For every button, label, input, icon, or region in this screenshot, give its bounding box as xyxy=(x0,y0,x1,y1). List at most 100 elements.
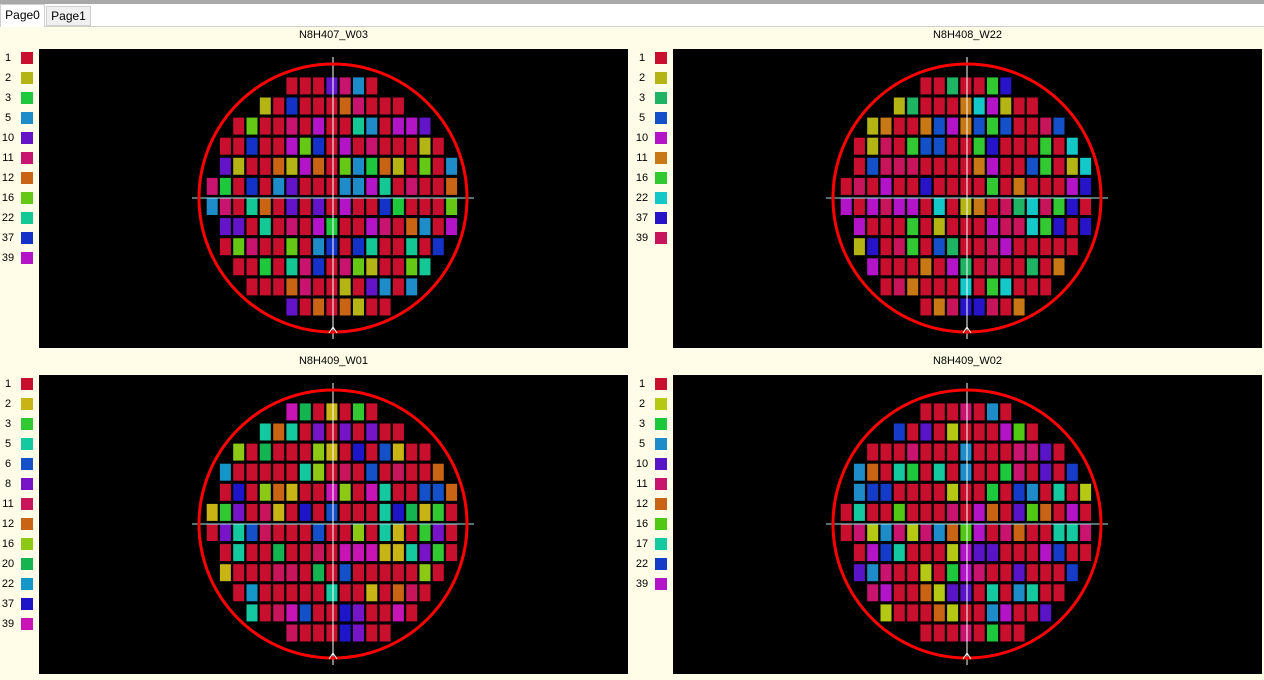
die-cell[interactable] xyxy=(259,218,271,236)
die-cell[interactable] xyxy=(366,137,378,155)
die-cell[interactable] xyxy=(1053,137,1065,155)
die-cell[interactable] xyxy=(1066,238,1078,256)
die-cell[interactable] xyxy=(947,198,959,215)
die-cell[interactable] xyxy=(867,524,879,541)
die-cell[interactable] xyxy=(947,544,959,562)
die-cell[interactable] xyxy=(933,483,945,501)
die-cell[interactable] xyxy=(313,218,325,236)
die-cell[interactable] xyxy=(379,258,391,276)
die-cell[interactable] xyxy=(313,564,325,582)
die-cell[interactable] xyxy=(339,117,351,135)
die-cell[interactable] xyxy=(893,604,905,622)
die-cell[interactable] xyxy=(392,463,404,481)
die-cell[interactable] xyxy=(353,463,364,481)
die-cell[interactable] xyxy=(326,157,338,175)
die-cell[interactable] xyxy=(392,117,404,135)
die-cell[interactable] xyxy=(933,137,945,155)
die-cell[interactable] xyxy=(1013,524,1025,541)
die-cell[interactable] xyxy=(1000,503,1012,521)
die-cell[interactable] xyxy=(1080,503,1092,521)
die-cell[interactable] xyxy=(366,97,378,115)
die-cell[interactable] xyxy=(933,278,945,296)
die-cell[interactable] xyxy=(313,177,325,195)
die-cell[interactable] xyxy=(1053,157,1065,175)
die-cell[interactable] xyxy=(933,544,945,562)
die-cell[interactable] xyxy=(933,584,945,602)
die-cell[interactable] xyxy=(353,157,364,175)
die-cell[interactable] xyxy=(326,238,338,256)
die-cell[interactable] xyxy=(920,258,932,276)
die-cell[interactable] xyxy=(1000,624,1012,642)
die-cell[interactable] xyxy=(1053,584,1065,602)
die-cell[interactable] xyxy=(920,157,932,175)
die-cell[interactable] xyxy=(286,198,298,215)
die-cell[interactable] xyxy=(366,463,378,481)
die-cell[interactable] xyxy=(392,544,404,562)
die-cell[interactable] xyxy=(973,463,985,481)
die-cell[interactable] xyxy=(299,137,311,155)
die-cell[interactable] xyxy=(973,584,985,602)
die-cell[interactable] xyxy=(299,604,311,622)
die-cell[interactable] xyxy=(973,624,985,642)
die-cell[interactable] xyxy=(313,524,325,541)
die-cell[interactable] xyxy=(353,503,364,521)
die-cell[interactable] xyxy=(920,443,932,461)
die-cell[interactable] xyxy=(219,503,231,521)
die-cell[interactable] xyxy=(960,238,972,256)
die-cell[interactable] xyxy=(259,97,271,115)
die-cell[interactable] xyxy=(246,604,258,622)
die-cell[interactable] xyxy=(973,278,985,296)
die-cell[interactable] xyxy=(446,483,458,501)
die-cell[interactable] xyxy=(920,483,932,501)
die-cell[interactable] xyxy=(379,278,391,296)
die-cell[interactable] xyxy=(1000,97,1012,115)
die-cell[interactable] xyxy=(920,624,932,642)
die-cell[interactable] xyxy=(893,97,905,115)
die-cell[interactable] xyxy=(313,403,325,421)
die-cell[interactable] xyxy=(339,137,351,155)
die-cell[interactable] xyxy=(973,564,985,582)
die-cell[interactable] xyxy=(867,258,879,276)
die-cell[interactable] xyxy=(419,443,431,461)
die-cell[interactable] xyxy=(1000,278,1012,296)
die-cell[interactable] xyxy=(406,177,418,195)
die-cell[interactable] xyxy=(1026,198,1038,215)
die-cell[interactable] xyxy=(933,258,945,276)
die-cell[interactable] xyxy=(1040,584,1052,602)
die-cell[interactable] xyxy=(313,77,325,95)
die-cell[interactable] xyxy=(326,524,338,541)
die-cell[interactable] xyxy=(1040,238,1052,256)
die-cell[interactable] xyxy=(933,423,945,441)
die-cell[interactable] xyxy=(987,483,998,501)
die-cell[interactable] xyxy=(406,238,418,256)
die-cell[interactable] xyxy=(353,177,364,195)
die-cell[interactable] xyxy=(1000,423,1012,441)
die-cell[interactable] xyxy=(933,403,945,421)
die-cell[interactable] xyxy=(853,544,865,562)
die-cell[interactable] xyxy=(920,604,932,622)
die-cell[interactable] xyxy=(1066,524,1078,541)
die-cell[interactable] xyxy=(933,298,945,316)
die-cell[interactable] xyxy=(853,177,865,195)
die-cell[interactable] xyxy=(960,258,972,276)
die-cell[interactable] xyxy=(392,258,404,276)
die-cell[interactable] xyxy=(392,218,404,236)
die-cell[interactable] xyxy=(233,443,245,461)
die-cell[interactable] xyxy=(366,624,378,642)
die-cell[interactable] xyxy=(326,198,338,215)
die-cell[interactable] xyxy=(392,137,404,155)
die-cell[interactable] xyxy=(987,463,998,481)
die-cell[interactable] xyxy=(867,117,879,135)
die-cell[interactable] xyxy=(273,423,285,441)
die-cell[interactable] xyxy=(1053,564,1065,582)
die-cell[interactable] xyxy=(1013,584,1025,602)
die-cell[interactable] xyxy=(366,584,378,602)
die-cell[interactable] xyxy=(326,278,338,296)
die-cell[interactable] xyxy=(1013,483,1025,501)
die-cell[interactable] xyxy=(313,463,325,481)
die-cell[interactable] xyxy=(907,524,919,541)
die-cell[interactable] xyxy=(1026,157,1038,175)
die-cell[interactable] xyxy=(920,137,932,155)
die-cell[interactable] xyxy=(987,503,998,521)
die-cell[interactable] xyxy=(353,564,364,582)
